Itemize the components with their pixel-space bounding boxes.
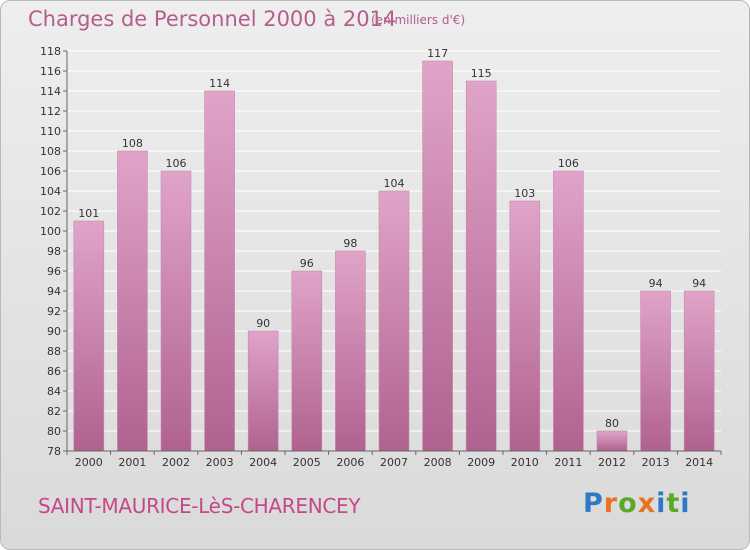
bar-2003 (204, 90, 235, 452)
y-tick-label: 88 (47, 345, 61, 358)
y-tick-label: 84 (47, 385, 61, 398)
y-tick-label: 92 (47, 305, 61, 318)
y-tick-label: 98 (47, 245, 61, 258)
data-label-2004: 90 (256, 317, 270, 330)
y-tick-label: 80 (47, 425, 61, 438)
bar-2014 (683, 290, 715, 452)
data-label-2012: 80 (605, 417, 619, 430)
data-label-2009: 115 (471, 67, 492, 80)
y-tick-label: 102 (40, 205, 61, 218)
bar-2006 (335, 250, 366, 452)
x-tick-label-2003: 2003 (206, 456, 234, 469)
town-name: SAINT-MAURICE-LèS-CHARENCEY (38, 494, 361, 518)
data-label-2008: 117 (427, 47, 448, 60)
data-label-2006: 98 (343, 237, 357, 250)
x-tick-label-2005: 2005 (293, 456, 321, 469)
y-tick-label: 96 (47, 265, 61, 278)
bar-2000 (73, 220, 105, 452)
y-tick-label: 114 (40, 85, 61, 98)
x-tick-label-2011: 2011 (554, 456, 582, 469)
x-tick-label-2002: 2002 (162, 456, 190, 469)
y-tick-label: 108 (40, 145, 61, 158)
x-tick-label-2010: 2010 (511, 456, 539, 469)
chart-unit: (en milliers d'€) (371, 13, 466, 27)
logo-letter: P (583, 488, 604, 519)
y-tick-label: 86 (47, 365, 61, 378)
data-label-2013: 94 (649, 277, 663, 290)
x-tick-label-2001: 2001 (118, 456, 146, 469)
x-tick-label-2014: 2014 (685, 456, 713, 469)
x-tick-label-2009: 2009 (467, 456, 495, 469)
x-tick-label-2008: 2008 (424, 456, 452, 469)
bar-2009 (465, 80, 497, 452)
data-label-2010: 103 (514, 187, 535, 200)
bar-2008 (422, 60, 453, 452)
bar-2001 (117, 150, 148, 452)
y-tick-label: 118 (40, 45, 61, 58)
y-tick-label: 82 (47, 405, 61, 418)
x-tick-label-2012: 2012 (598, 456, 626, 469)
logo-letter: o (618, 488, 638, 519)
data-label-2001: 108 (122, 137, 143, 150)
x-tick-label-2000: 2000 (75, 456, 103, 469)
data-label-2005: 96 (300, 257, 314, 270)
logo-letter: i (656, 488, 667, 519)
bar-2002 (160, 170, 192, 452)
axes: 78 80 82 84 86 88 90 92 94 96 98 100 102 104 106 108 110… (40, 45, 722, 469)
y-tick-label: 104 (40, 185, 61, 198)
data-label-2002: 106 (166, 157, 187, 170)
logo-letter: x (637, 488, 657, 519)
bar-2007 (378, 190, 410, 452)
data-label-2007: 104 (384, 177, 405, 190)
bar-2013 (640, 290, 671, 452)
y-tick-label: 100 (40, 225, 61, 238)
y-tick-label: 116 (40, 65, 61, 78)
logo-letter: i (680, 488, 691, 519)
data-label-2000: 101 (78, 207, 99, 220)
x-tick-label-2006: 2006 (336, 456, 364, 469)
y-tick-label: 112 (40, 105, 61, 118)
data-labels: 101 108 106 114 90 96 98 104 117 115 103 106 80 94 94 (78, 47, 706, 430)
bars (73, 60, 715, 452)
logo-letter: t (666, 488, 681, 519)
bar-2004 (247, 330, 279, 452)
bar-2012 (596, 430, 628, 452)
bar-2010 (509, 200, 541, 452)
y-tick-label: 110 (40, 125, 61, 138)
x-tick-label-2007: 2007 (380, 456, 408, 469)
y-tick-label: 78 (47, 445, 61, 458)
bar-2005 (291, 270, 323, 452)
y-tick-label: 106 (40, 165, 61, 178)
chart-title: Charges de Personnel 2000 à 2014 (28, 7, 397, 31)
x-tick-label-2004: 2004 (249, 456, 277, 469)
data-label-2014: 94 (692, 277, 706, 290)
data-label-2011: 106 (558, 157, 579, 170)
y-tick-label: 94 (47, 285, 61, 298)
y-tick-label: 90 (47, 325, 61, 338)
bar-2011 (553, 170, 584, 452)
logo-letter: r (603, 488, 619, 519)
data-label-2003: 114 (209, 77, 230, 90)
x-tick-label-2013: 2013 (642, 456, 670, 469)
proxiti-logo: Proxiti (583, 488, 691, 519)
